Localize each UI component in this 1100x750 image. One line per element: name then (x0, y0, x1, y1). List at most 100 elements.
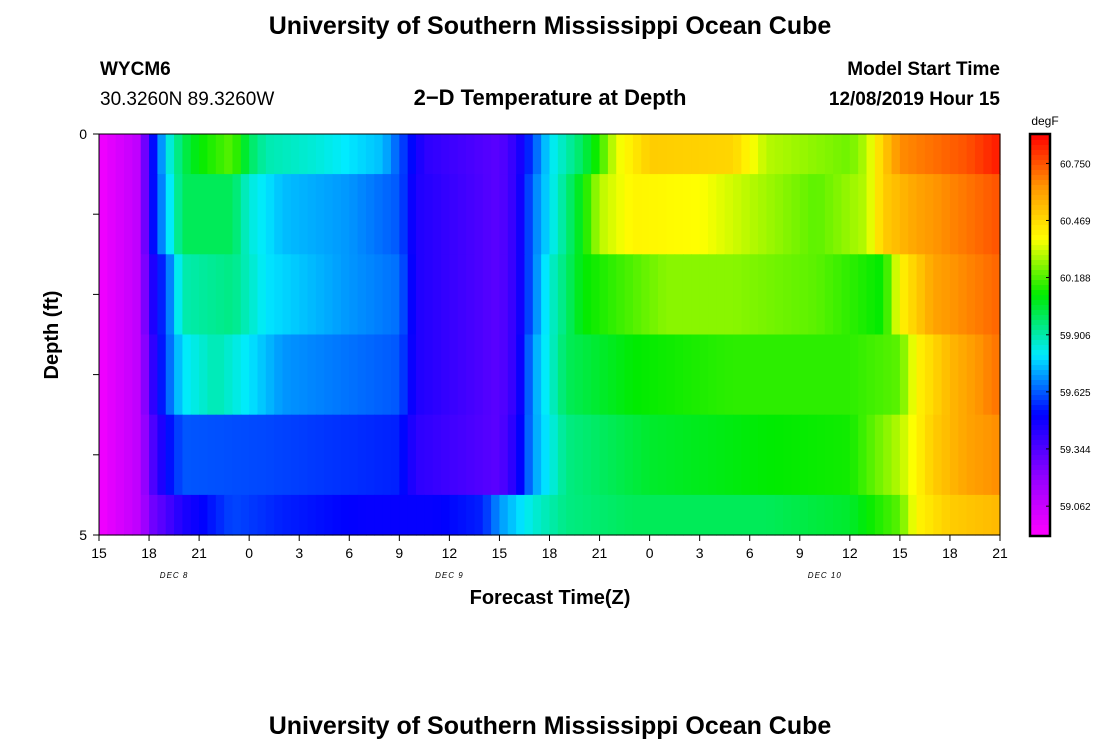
heatmap-cell (916, 254, 926, 336)
heatmap-cell (541, 414, 551, 496)
heatmap-cell (699, 254, 709, 336)
heatmap-cell (674, 494, 684, 536)
heatmap-cell (224, 494, 234, 536)
heatmap-band (99, 494, 1001, 536)
heatmap-cell (399, 334, 409, 416)
heatmap-cell (741, 134, 751, 175)
heatmap-cell (774, 334, 784, 416)
heatmap-cell (274, 414, 284, 496)
heatmap-cell (165, 494, 175, 536)
heatmap-cell (474, 414, 484, 496)
heatmap-cell (983, 174, 993, 255)
heatmap-cell (808, 134, 818, 175)
heatmap-cell (466, 414, 476, 496)
heatmap-cell (274, 254, 284, 336)
heatmap-cell (632, 494, 642, 536)
heatmap-cell (532, 334, 542, 416)
heatmap-cell (708, 414, 717, 496)
heatmap-cell (824, 174, 834, 255)
heatmap-cell (682, 174, 692, 255)
colorbar-cell (1031, 490, 1049, 496)
heatmap-cell (607, 134, 617, 175)
heatmap-cell (899, 134, 909, 175)
heatmap-cell (524, 254, 534, 336)
colorbar-cell (1031, 395, 1049, 401)
heatmap-cell (132, 254, 142, 336)
heatmap-cell (307, 494, 317, 536)
heatmap-cell (182, 334, 192, 416)
heatmap-cell (132, 334, 142, 416)
heatmap-cell (649, 494, 659, 536)
heatmap-cell (315, 254, 325, 336)
heatmap-cell (340, 254, 350, 336)
heatmap-cell (140, 414, 150, 496)
heatmap-cell (891, 494, 901, 536)
heatmap-cell (766, 134, 776, 175)
colorbar-cell (1031, 235, 1049, 241)
colorbar-cell (1031, 420, 1049, 426)
heatmap-cell (649, 334, 659, 416)
heatmap-cell (149, 494, 158, 536)
heatmap-cell (799, 414, 809, 496)
x-tick-label: 21 (992, 545, 1008, 561)
heatmap-cell (441, 134, 450, 175)
heatmap-cell (774, 414, 784, 496)
heatmap-cell (541, 494, 551, 536)
heatmap-cell (390, 254, 400, 336)
heatmap-cell (107, 414, 117, 496)
heatmap-cell (174, 254, 184, 336)
heatmap-cell (424, 414, 434, 496)
heatmap-cell (449, 174, 459, 255)
heatmap-band (99, 414, 1001, 496)
heatmap-cell (541, 134, 551, 175)
heatmap-cell (557, 254, 567, 336)
heatmap-cell (274, 494, 284, 536)
heatmap-cell (457, 174, 467, 255)
heatmap-cell (908, 254, 918, 336)
heatmap-cell (741, 494, 751, 536)
x-tick-label: 15 (892, 545, 908, 561)
colorbar-cell (1031, 240, 1049, 246)
heatmap-cell (115, 254, 125, 336)
heatmap-cell (340, 414, 350, 496)
colorbar-cell (1031, 135, 1049, 141)
heatmap-cell (724, 494, 734, 536)
heatmap-cell (349, 334, 359, 416)
heatmap-cell (916, 174, 926, 255)
heatmap-cell (299, 174, 309, 255)
heatmap-cell (674, 254, 684, 336)
heatmap-cell (491, 134, 501, 175)
colorbar-cell (1031, 415, 1049, 421)
heatmap-cell (607, 254, 617, 336)
heatmap-cell (190, 134, 200, 175)
date-label: DEC 9 (435, 571, 464, 580)
heatmap-band (99, 174, 1001, 255)
heatmap-cell (691, 174, 701, 255)
heatmap-cell (607, 174, 617, 255)
heatmap-cell (432, 334, 442, 416)
colorbar-cell (1031, 385, 1049, 391)
heatmap-cell (132, 134, 142, 175)
colorbar-cell (1031, 230, 1049, 236)
heatmap-cell (215, 334, 225, 416)
heatmap-cell (416, 494, 425, 536)
colorbar-cell (1031, 205, 1049, 211)
heatmap-cell (741, 414, 751, 496)
heatmap-cell (499, 174, 509, 255)
heatmap-cell (816, 494, 826, 536)
colorbar-cell (1031, 325, 1049, 331)
colorbar-tick-label: 59.062 (1060, 502, 1091, 513)
heatmap-cell (224, 334, 234, 416)
x-tick-label: 6 (746, 545, 754, 561)
heatmap-cell (199, 174, 209, 255)
heatmap-cell (599, 334, 609, 416)
heatmap-cell (240, 494, 250, 536)
heatmap-cell (532, 174, 542, 255)
heatmap-cell (466, 334, 476, 416)
heatmap-cell (182, 494, 192, 536)
heatmap-cell (215, 494, 225, 536)
colorbar-cell (1031, 245, 1049, 251)
heatmap-cell (708, 494, 717, 536)
colorbar-cell (1031, 370, 1049, 376)
heatmap-cell (983, 254, 993, 336)
